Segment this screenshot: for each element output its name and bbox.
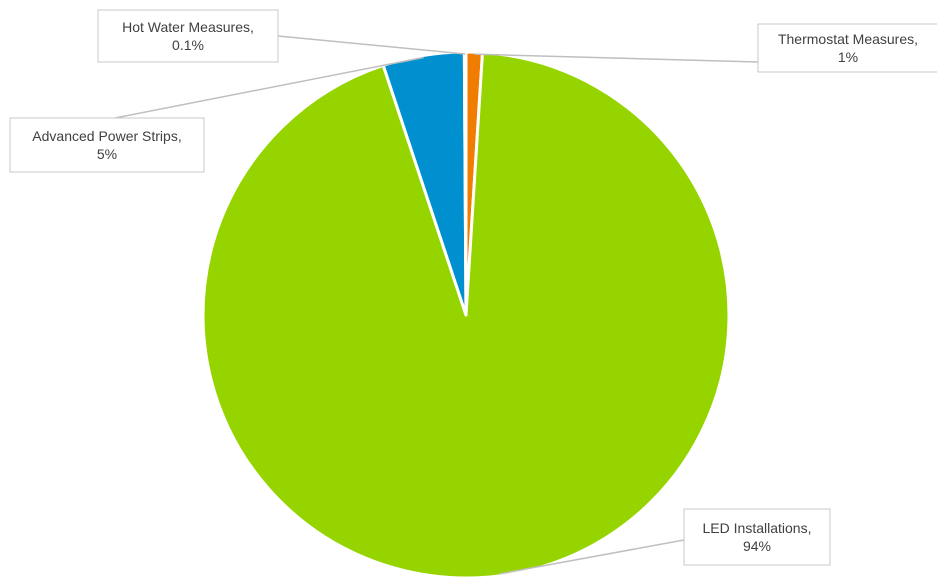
data-label-box — [9, 117, 205, 173]
data-label-value: 94% — [743, 538, 771, 554]
leader-lines — [114, 35, 759, 575]
data-label-value: 5% — [97, 146, 117, 162]
data-label-box — [683, 508, 831, 566]
data-label-category: Hot Water Measures, — [122, 19, 254, 35]
data-label-box — [97, 9, 279, 63]
data-label-category: LED Installations, — [703, 520, 812, 536]
pie-slice-hot-water-measures — [462, 50, 468, 317]
leader-line — [277, 35, 466, 55]
leader-line — [499, 539, 685, 575]
data-label-category: Advanced Power Strips, — [32, 128, 181, 144]
data-label-value: 0.1% — [172, 37, 204, 53]
data-label-box — [757, 23, 937, 73]
data-labels: Thermostat Measures, 1% LED Installations,… — [9, 9, 937, 566]
data-label-category: Thermostat Measures, — [778, 31, 918, 47]
pie-slices — [201, 50, 731, 578]
data-label-value: 1% — [838, 49, 858, 65]
leader-line — [474, 53, 759, 63]
leader-line — [114, 56, 424, 119]
